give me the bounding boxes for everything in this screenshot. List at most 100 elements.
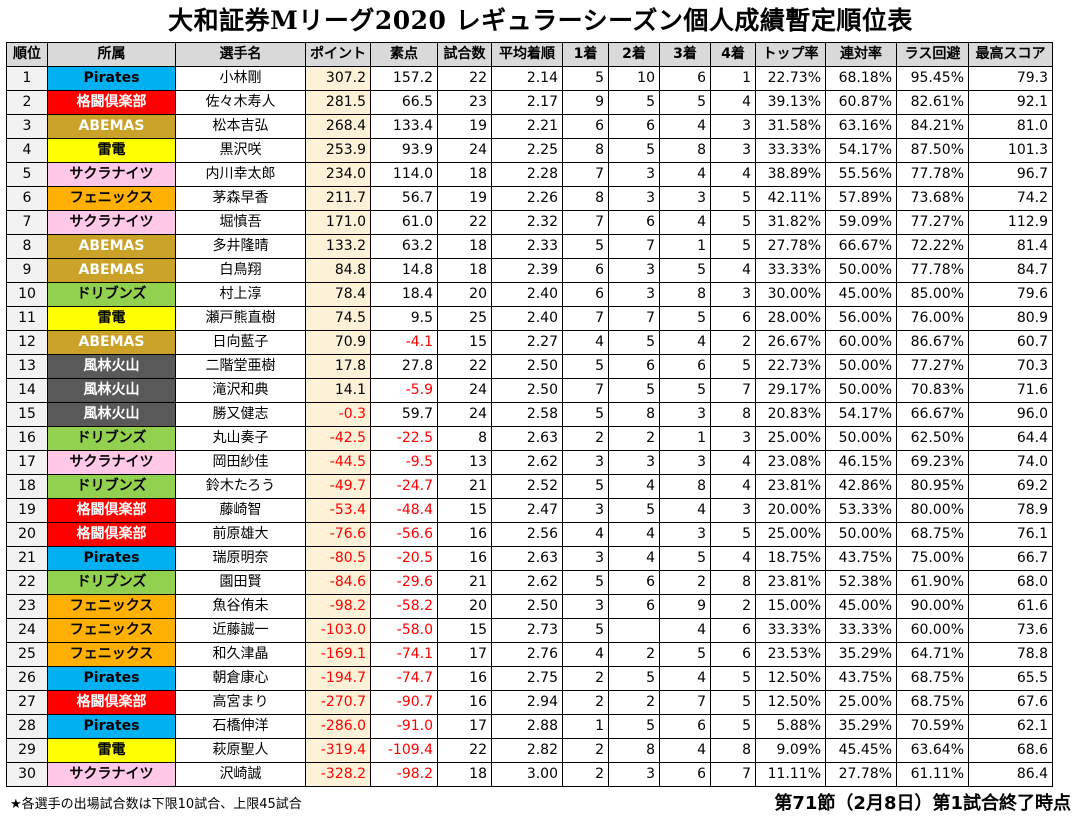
cell-second: 3	[608, 162, 660, 187]
cell-third: 5	[659, 306, 711, 331]
cell-team: Pirates	[47, 666, 176, 691]
cell-team: 格闘倶楽部	[47, 90, 176, 115]
column-header-player: 選手名	[175, 42, 306, 67]
cell-last-avoid: 61.11%	[896, 762, 969, 787]
cell-rentai-rate: 54.17%	[825, 402, 897, 427]
cell-best-score: 67.6	[968, 690, 1053, 715]
cell-last-avoid: 64.71%	[896, 642, 969, 667]
cell-last-avoid: 62.50%	[896, 426, 969, 451]
cell-points: -286.0	[305, 714, 371, 739]
cell-points: -270.7	[305, 690, 371, 715]
cell-raw-score: 114.0	[370, 162, 438, 187]
cell-games: 22	[437, 738, 492, 763]
cell-top-rate: 20.00%	[755, 498, 826, 523]
cell-avg-place: 2.75	[491, 666, 563, 691]
table-row: 19 格闘倶楽部 藤崎智 -53.4 -48.4 15 2.47 3 5 4 3 20.00% 53.3…	[6, 498, 1053, 523]
cell-third: 4	[659, 498, 711, 523]
cell-second: 3	[608, 450, 660, 475]
cell-avg-place: 2.82	[491, 738, 563, 763]
cell-second: 8	[608, 738, 660, 763]
cell-raw-score: 61.0	[370, 210, 438, 235]
cell-top-rate: 31.82%	[755, 210, 826, 235]
cell-fourth: 4	[710, 474, 756, 499]
cell-player: 黒沢咲	[175, 138, 306, 163]
cell-rentai-rate: 50.00%	[825, 354, 897, 379]
cell-second: 10	[608, 66, 660, 91]
cell-top-rate: 23.53%	[755, 642, 826, 667]
cell-games: 24	[437, 402, 492, 427]
cell-top-rate: 12.50%	[755, 690, 826, 715]
cell-games: 24	[437, 138, 492, 163]
table-row: 22 ドリブンズ 園田賢 -84.6 -29.6 21 2.62 5 6 2 8 23.81% 52.3…	[6, 570, 1053, 595]
cell-avg-place: 2.73	[491, 618, 563, 643]
cell-third: 5	[659, 546, 711, 571]
cell-raw-score: 56.7	[370, 186, 438, 211]
cell-first: 5	[562, 570, 609, 595]
cell-best-score: 78.8	[968, 642, 1053, 667]
cell-points: 234.0	[305, 162, 371, 187]
footnote: ★各選手の出場試合数は下限10試合、上限45試合	[10, 797, 302, 812]
cell-games: 21	[437, 570, 492, 595]
cell-rentai-rate: 35.29%	[825, 714, 897, 739]
cell-second: 7	[608, 306, 660, 331]
cell-raw-score: -91.0	[370, 714, 438, 739]
table-row: 30 サクラナイツ 沢崎誠 -328.2 -98.2 18 3.00 2 3 6 7 11.11% 27…	[6, 762, 1053, 787]
cell-games: 19	[437, 186, 492, 211]
cell-player: 沢崎誠	[175, 762, 306, 787]
cell-rank: 9	[6, 258, 48, 283]
cell-second: 3	[608, 258, 660, 283]
cell-team: サクラナイツ	[47, 762, 176, 787]
cell-points: -98.2	[305, 594, 371, 619]
table-row: 14 風林火山 滝沢和典 14.1 -5.9 24 2.50 7 5 5 7 29.17% 50.00%…	[6, 378, 1053, 403]
cell-raw-score: -5.9	[370, 378, 438, 403]
table-row: 15 風林火山 勝又健志 -0.3 59.7 24 2.58 5 8 3 8 20.83% 54.17%…	[6, 402, 1053, 427]
cell-raw-score: 133.4	[370, 114, 438, 139]
cell-first: 7	[562, 162, 609, 187]
table-row: 9 ABEMAS 白鳥翔 84.8 14.8 18 2.39 6 3 5 4 33.33% 50.00%…	[6, 258, 1053, 283]
table-row: 5 サクラナイツ 内川幸太郎 234.0 114.0 18 2.28 7 3 4 4 38.89% 55…	[6, 162, 1053, 187]
cell-last-avoid: 63.64%	[896, 738, 969, 763]
cell-rank: 23	[6, 594, 48, 619]
cell-best-score: 71.6	[968, 378, 1053, 403]
cell-first: 3	[562, 546, 609, 571]
cell-team: Pirates	[47, 546, 176, 571]
cell-player: 堀慎吾	[175, 210, 306, 235]
cell-fourth: 5	[710, 234, 756, 259]
cell-points: -84.6	[305, 570, 371, 595]
cell-avg-place: 2.52	[491, 474, 563, 499]
cell-points: -42.5	[305, 426, 371, 451]
cell-games: 22	[437, 354, 492, 379]
cell-fourth: 4	[710, 258, 756, 283]
cell-rentai-rate: 59.09%	[825, 210, 897, 235]
cell-second	[608, 618, 660, 643]
cell-last-avoid: 85.00%	[896, 282, 969, 307]
cell-points: -194.7	[305, 666, 371, 691]
cell-games: 13	[437, 450, 492, 475]
cell-rentai-rate: 35.29%	[825, 642, 897, 667]
cell-rentai-rate: 54.17%	[825, 138, 897, 163]
cell-raw-score: 59.7	[370, 402, 438, 427]
table-header-row: 順位 所属 選手名 ポイント 素点 試合数 平均着順 1着 2着 3着 4着 トップ率 連対率 ラス回避最…	[6, 42, 1053, 67]
cell-best-score: 79.3	[968, 66, 1053, 91]
cell-team: ABEMAS	[47, 234, 176, 259]
cell-rank: 5	[6, 162, 48, 187]
cell-last-avoid: 77.78%	[896, 162, 969, 187]
table-row: 4 雷電 黒沢咲 253.9 93.9 24 2.25 8 5 8 3 33.33% 54.17% 87.…	[6, 138, 1053, 163]
cell-first: 7	[562, 378, 609, 403]
cell-first: 2	[562, 426, 609, 451]
table-row: 10 ドリブンズ 村上淳 78.4 18.4 20 2.40 6 3 8 3 30.00% 45.00%…	[6, 282, 1053, 307]
cell-third: 4	[659, 666, 711, 691]
cell-top-rate: 22.73%	[755, 66, 826, 91]
cell-top-rate: 31.58%	[755, 114, 826, 139]
cell-third: 3	[659, 522, 711, 547]
cell-fourth: 4	[710, 90, 756, 115]
table-row: 13 風林火山 二階堂亜樹 17.8 27.8 22 2.50 5 6 6 5 22.73% 50.00…	[6, 354, 1053, 379]
cell-player: 瀬戸熊直樹	[175, 306, 306, 331]
cell-team: サクラナイツ	[47, 210, 176, 235]
cell-best-score: 96.7	[968, 162, 1053, 187]
cell-last-avoid: 95.45%	[896, 66, 969, 91]
cell-third: 5	[659, 90, 711, 115]
cell-player: 滝沢和典	[175, 378, 306, 403]
cell-games: 17	[437, 714, 492, 739]
cell-last-avoid: 80.00%	[896, 498, 969, 523]
